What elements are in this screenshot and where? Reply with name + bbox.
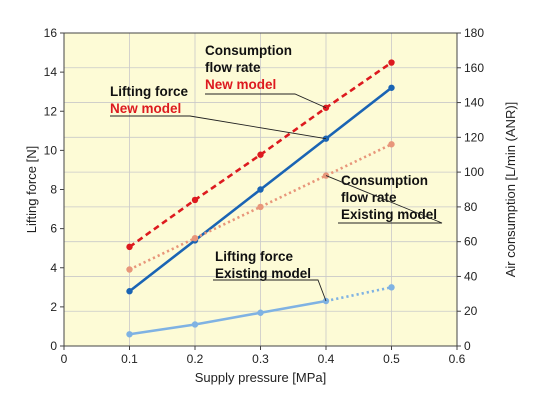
annotation-text: Existing model (341, 207, 437, 222)
y-right-tick-label: 60 (464, 235, 478, 249)
y-left-tick-label: 10 (44, 143, 58, 157)
y-left-tick-label: 4 (50, 261, 57, 275)
data-point (388, 84, 395, 91)
axes: 0 0.1 0.2 0.3 0.4 0.5 0.6024681012141602040608… (44, 26, 485, 366)
series-layer (126, 59, 395, 338)
annotation-ann_lift_new: Lifting force New model (110, 84, 327, 140)
data-point (126, 243, 133, 251)
data-point (126, 288, 133, 295)
series-flow_new (126, 59, 395, 251)
data-point (388, 284, 395, 291)
annotation-text: Consumption (205, 43, 292, 58)
data-point (257, 309, 264, 316)
data-point (126, 266, 133, 273)
annotation-text: flow rate (205, 60, 261, 75)
annotation-text: Lifting force (215, 249, 293, 264)
annotation-leader-line (213, 279, 327, 302)
x-tick-label: 0.4 (318, 352, 335, 366)
series-flow_existing (126, 141, 395, 273)
x-tick-label: 0.5 (383, 352, 400, 366)
annotation-highlight-text: New model (205, 77, 276, 92)
y-right-tick-label: 160 (464, 61, 484, 75)
annotation-ann_flow_new: Consumption flow rate New model (205, 43, 327, 109)
series-line (128, 143, 393, 271)
annotation-highlight-text: New model (110, 101, 181, 116)
data-point (257, 203, 264, 211)
y-left-tick-label: 16 (44, 26, 58, 40)
data-point (126, 331, 133, 338)
data-point (388, 141, 395, 148)
y-right-tick-label: 40 (464, 269, 478, 283)
annotation-ann_flow_existing: Consumption flow rate Existing model (325, 173, 443, 224)
annotation-leader-line (205, 93, 327, 109)
data-point (257, 151, 264, 158)
y-left-tick-label: 8 (50, 183, 57, 197)
series-line-dotted (325, 286, 392, 303)
series-lift_existing (126, 284, 395, 338)
annotation-text: Consumption (341, 173, 428, 188)
annotation-text: flow rate (341, 190, 397, 205)
annotation-text: Lifting force (110, 84, 188, 99)
data-point (257, 186, 264, 193)
data-point (191, 321, 199, 328)
data-point (322, 104, 330, 111)
x-axis-label: Supply pressure [MPa] (195, 370, 327, 385)
annotation-leader-line (325, 175, 443, 224)
y-left-tick-label: 6 (50, 222, 57, 236)
y-right-tick-label: 0 (464, 339, 471, 353)
y-right-tick-label: 20 (464, 304, 478, 318)
series-line-solid (129, 299, 327, 336)
y-left-tick-label: 2 (50, 300, 57, 314)
y-left-tick-label: 0 (50, 339, 57, 353)
y-right-tick-label: 140 (464, 96, 484, 110)
y-right-tick-label: 100 (464, 165, 484, 179)
annotation-ann_lift_existing: Lifting force Existing model (213, 249, 327, 302)
data-point (191, 234, 199, 242)
data-point (388, 59, 395, 66)
x-tick-label: 0.3 (252, 352, 269, 366)
y-right-tick-label: 180 (464, 26, 484, 40)
y-left-tick-label: 12 (44, 104, 58, 118)
y-axis-left-label: Lifting force [N] (24, 146, 39, 233)
x-tick-label: 0.1 (121, 352, 138, 366)
annotation-leader-line (110, 115, 327, 140)
y-right-tick-label: 80 (464, 200, 478, 214)
x-tick-label: 0 (61, 352, 68, 366)
data-point (191, 196, 199, 204)
x-tick-label: 0.2 (187, 352, 204, 366)
x-tick-label: 0.6 (449, 352, 466, 366)
annotation-text: Existing model (215, 266, 311, 281)
y-left-tick-label: 14 (44, 65, 58, 79)
y-right-tick-label: 120 (464, 130, 484, 144)
y-axis-right-label: Air consumption [L/min (ANR)] (503, 102, 518, 278)
